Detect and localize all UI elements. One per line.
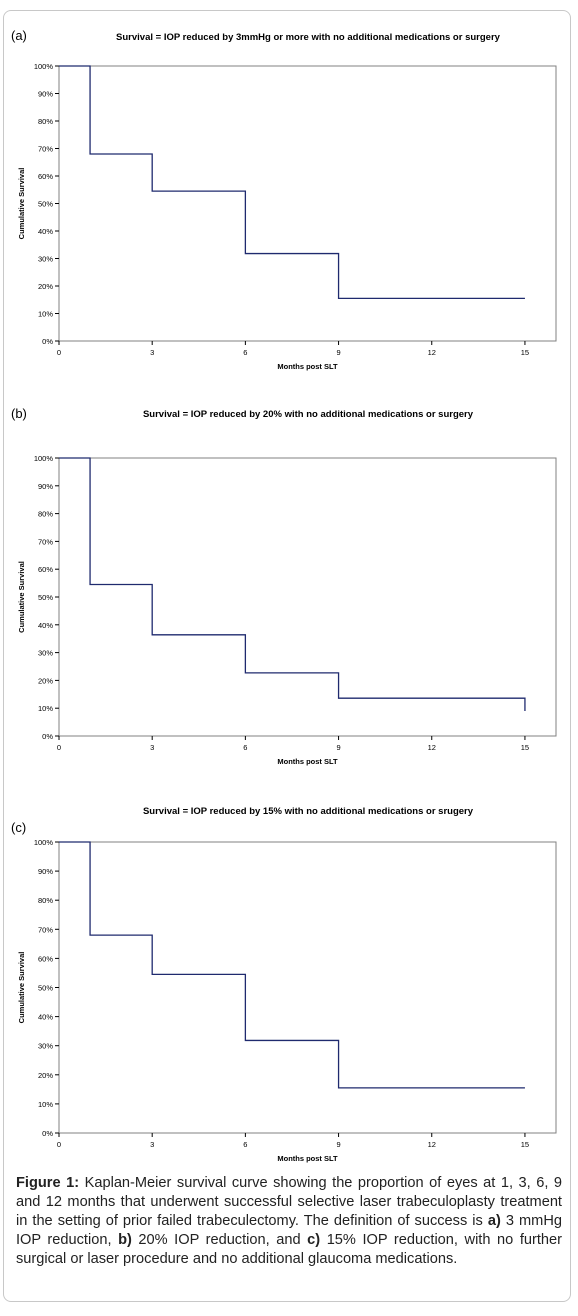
y-tick-label: 20% bbox=[38, 1071, 53, 1080]
x-tick-label: 6 bbox=[243, 743, 247, 752]
x-tick-label: 3 bbox=[150, 348, 154, 357]
y-tick-label: 20% bbox=[38, 282, 53, 291]
x-tick-label: 9 bbox=[336, 348, 340, 357]
y-tick-label: 80% bbox=[38, 896, 53, 905]
chart-title-c: Survival = IOP reduced by 15% with no ad… bbox=[142, 806, 474, 817]
y-tick-label: 50% bbox=[38, 984, 53, 993]
panel-label-c: (c) bbox=[11, 820, 27, 835]
plot-area bbox=[58, 841, 557, 1134]
y-tick-label: 90% bbox=[38, 90, 53, 99]
y-tick-label: 100% bbox=[34, 62, 54, 71]
y-tick-label: 40% bbox=[38, 1013, 53, 1022]
x-tick-label: 9 bbox=[336, 1140, 340, 1149]
y-axis-label: Cumulative Survival bbox=[17, 168, 26, 240]
y-tick-label: 0% bbox=[42, 732, 53, 741]
survival-step-line bbox=[59, 841, 525, 1089]
y-tick-label: 30% bbox=[38, 1042, 53, 1051]
y-tick-label: 70% bbox=[38, 537, 53, 546]
survival-chart-a: 0% 10% 20% 30% 40% 50% 60% 70% 80% 90% 100% 0 3 6 9 12 1… bbox=[17, 62, 557, 371]
caption-b-text: 20% IOP reduction, and bbox=[131, 1232, 308, 1248]
y-tick-label: 50% bbox=[38, 593, 53, 602]
caption-a-text: 3 mmHg IOP reduction, bbox=[16, 1213, 562, 1248]
y-tick-label: 70% bbox=[38, 145, 53, 154]
y-tick-label: 20% bbox=[38, 676, 53, 685]
y-tick-label: 60% bbox=[38, 172, 53, 181]
y-tick-label: 90% bbox=[38, 867, 53, 876]
chart-title-b: Survival = IOP reduced by 20% with no ad… bbox=[142, 409, 474, 420]
x-tick-label: 0 bbox=[57, 348, 61, 357]
x-tick-label: 15 bbox=[521, 1140, 529, 1149]
y-tick-label: 100% bbox=[34, 454, 54, 463]
caption-c-text: 15% IOP reduction, with no further surgi… bbox=[16, 1232, 562, 1267]
caption-b-label: b) bbox=[118, 1232, 132, 1248]
y-tick-label: 0% bbox=[42, 337, 53, 346]
y-tick-label: 10% bbox=[38, 310, 53, 319]
x-tick-label: 9 bbox=[336, 743, 340, 752]
x-tick-label: 3 bbox=[150, 1140, 154, 1149]
panel-label-a: (a) bbox=[11, 28, 27, 43]
x-tick-label: 15 bbox=[521, 743, 529, 752]
x-axis-label: Months post SLT bbox=[277, 362, 338, 371]
plot-area bbox=[58, 65, 557, 342]
plot-area bbox=[58, 457, 557, 737]
x-tick-label: 0 bbox=[57, 743, 61, 752]
y-tick-label: 90% bbox=[38, 482, 53, 491]
y-tick-label: 80% bbox=[38, 510, 53, 519]
y-axis-label: Cumulative Survival bbox=[17, 952, 26, 1024]
x-tick-label: 12 bbox=[428, 1140, 436, 1149]
y-tick-label: 0% bbox=[42, 1129, 53, 1138]
y-tick-label: 10% bbox=[38, 1100, 53, 1109]
y-tick-label: 60% bbox=[38, 954, 53, 963]
y-tick-label: 60% bbox=[38, 565, 53, 574]
y-tick-label: 10% bbox=[38, 704, 53, 713]
x-tick-label: 3 bbox=[150, 743, 154, 752]
x-tick-label: 12 bbox=[428, 743, 436, 752]
y-tick-label: 50% bbox=[38, 200, 53, 209]
y-axis-label: Cumulative Survival bbox=[17, 561, 26, 633]
y-tick-label: 40% bbox=[38, 227, 53, 236]
y-tick-label: 30% bbox=[38, 649, 53, 658]
y-tick-label: 80% bbox=[38, 117, 53, 126]
caption-text-1: Kaplan-Meier survival curve showing the … bbox=[16, 1175, 563, 1229]
y-tick-label: 40% bbox=[38, 621, 53, 630]
y-tick-label: 100% bbox=[34, 838, 54, 847]
x-tick-label: 6 bbox=[243, 1140, 247, 1149]
x-tick-label: 12 bbox=[428, 348, 436, 357]
survival-chart-b: 0% 10% 20% 30% 40% 50% 60% 70% 80% 90% 100% 0 3 6 9 12 1… bbox=[17, 454, 557, 766]
caption-figure-label: Figure 1: bbox=[16, 1175, 80, 1191]
x-tick-label: 0 bbox=[57, 1140, 61, 1149]
figure-caption: Figure 1: Kaplan-Meier survival curve sh… bbox=[16, 1174, 562, 1269]
survival-step-line bbox=[59, 65, 525, 300]
x-tick-label: 15 bbox=[521, 348, 529, 357]
x-tick-label: 6 bbox=[243, 348, 247, 357]
survival-chart-c: 0% 10% 20% 30% 40% 50% 60% 70% 80% 90% 100% 0 3 6 9 12 1… bbox=[17, 838, 557, 1163]
y-tick-label: 30% bbox=[38, 255, 53, 264]
y-tick-label: 70% bbox=[38, 925, 53, 934]
caption-a-label: a) bbox=[487, 1213, 501, 1229]
survival-step-line bbox=[59, 457, 526, 711]
x-axis-label: Months post SLT bbox=[277, 1154, 338, 1163]
panel-label-b: (b) bbox=[11, 406, 27, 421]
x-axis-label: Months post SLT bbox=[277, 757, 338, 766]
chart-title-a: Survival = IOP reduced by 3mmHg or more … bbox=[116, 32, 500, 43]
caption-c-label: c) bbox=[307, 1232, 321, 1248]
